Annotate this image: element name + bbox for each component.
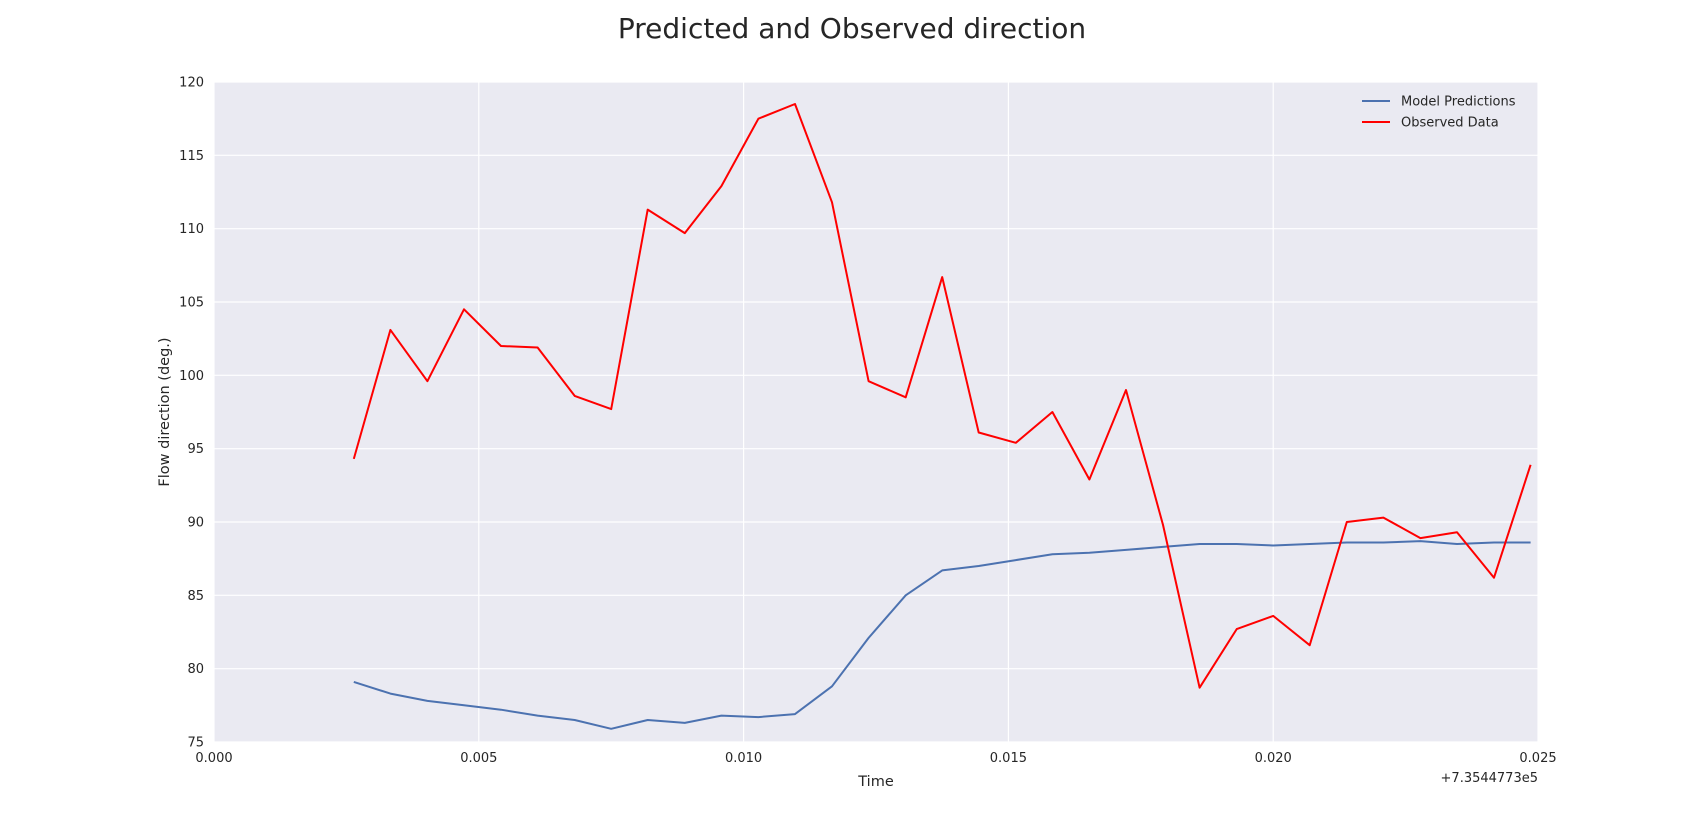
legend-label: Observed Data	[1401, 116, 1499, 131]
y-tick-label: 110	[179, 222, 204, 237]
y-tick-label: 90	[187, 516, 204, 531]
x-axis-label: Time	[857, 774, 894, 790]
grid-lines	[213, 81, 1539, 743]
series-layer	[352, 103, 1532, 730]
plot-area	[214, 82, 1538, 742]
legend-label: Model Predictions	[1401, 95, 1516, 110]
x-offset-label: +7.3544773e5	[1441, 771, 1538, 786]
y-tick-label: 85	[187, 589, 204, 604]
series-line-observed-data	[352, 103, 1532, 689]
x-tick-labels: 0.000 0.005 0.010 0.015 0.020 0.025	[195, 751, 1556, 766]
x-tick-label: 0.020	[1255, 751, 1292, 766]
legend: Model Predictions Observed Data	[1362, 95, 1516, 131]
y-tick-labels: 75 80 85 90 95 100 105 110 115 120	[179, 76, 204, 751]
y-tick-label: 95	[187, 442, 204, 457]
y-tick-label: 105	[179, 296, 204, 311]
x-tick-label: 0.010	[725, 751, 762, 766]
y-tick-label: 100	[179, 369, 204, 384]
x-tick-label: 0.005	[460, 751, 497, 766]
x-tick-label: 0.015	[990, 751, 1027, 766]
y-tick-label: 75	[187, 736, 204, 751]
y-tick-label: 80	[187, 662, 204, 677]
chart-title: Predicted and Observed direction	[618, 12, 1086, 45]
y-tick-label: 120	[179, 76, 204, 91]
y-axis-label: Flow direction (deg.)	[157, 337, 173, 486]
y-tick-label: 115	[179, 149, 204, 164]
series-line-model-predictions	[353, 540, 1531, 730]
x-tick-label: 0.025	[1519, 751, 1556, 766]
x-tick-label: 0.000	[195, 751, 232, 766]
